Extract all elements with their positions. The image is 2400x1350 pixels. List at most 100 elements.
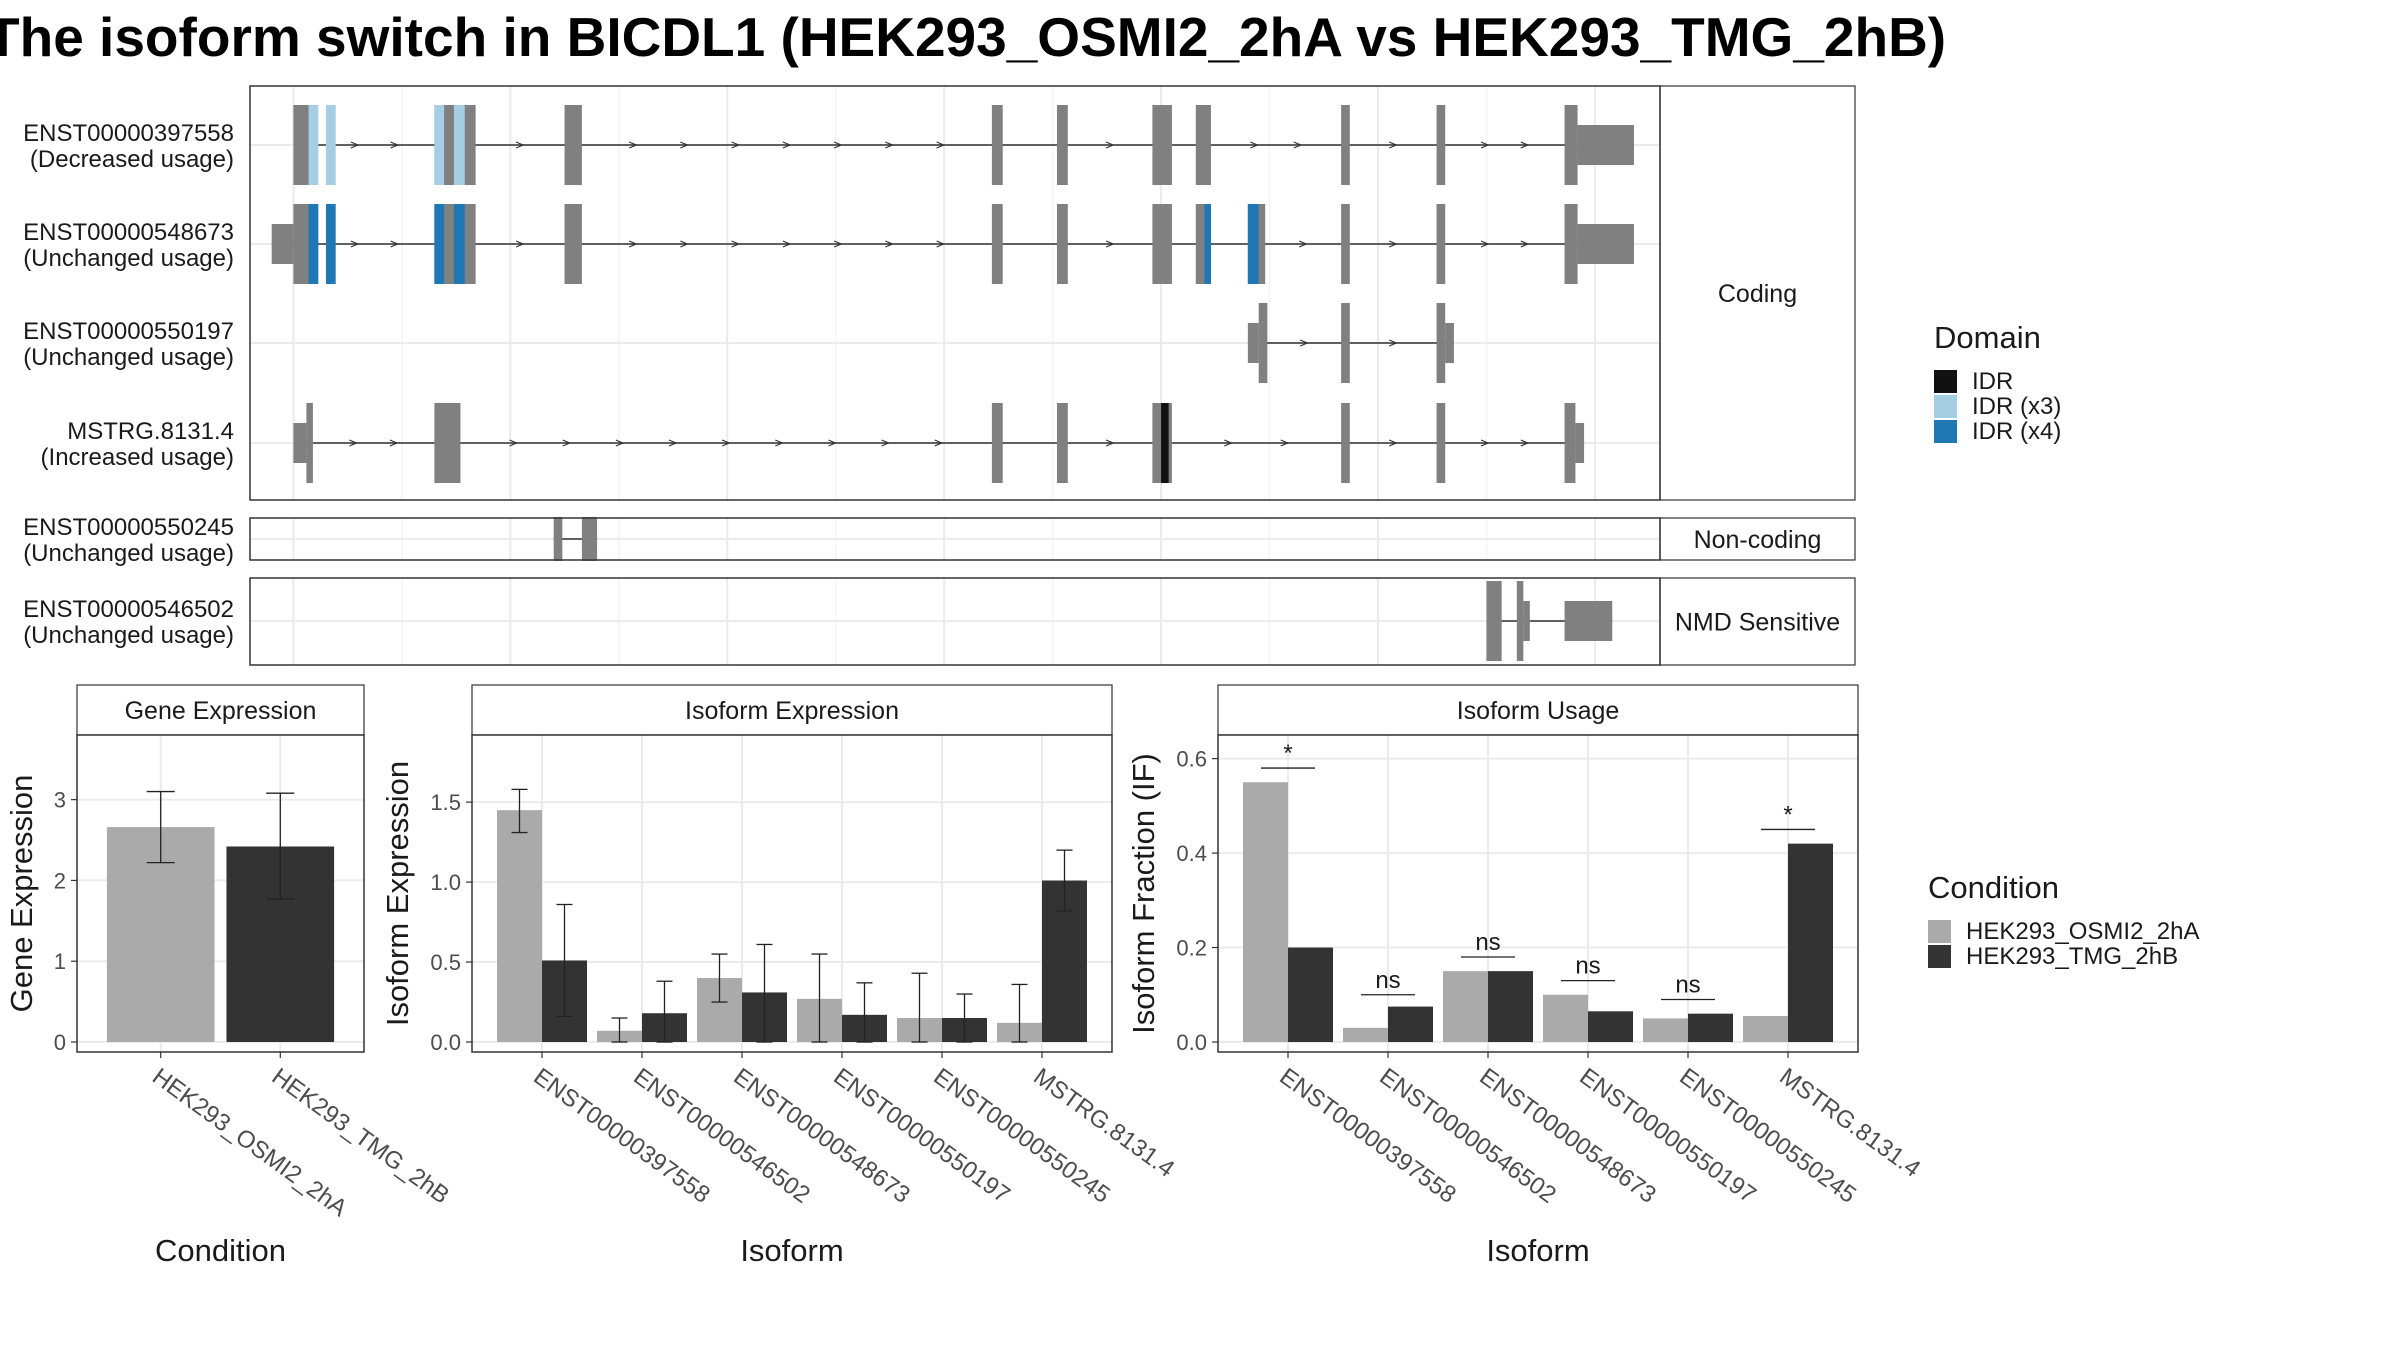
exon bbox=[1436, 105, 1446, 185]
transcript-usage: (Decreased usage) bbox=[30, 146, 234, 173]
significance-label: ns bbox=[1475, 929, 1500, 956]
intron-arrow bbox=[515, 240, 525, 248]
domain-idr-x4- bbox=[434, 204, 445, 284]
x-tick-label: ENST00000397558 bbox=[528, 1063, 714, 1209]
intron-arrow bbox=[350, 141, 360, 149]
significance-label: ns bbox=[1675, 971, 1700, 998]
y-tick-label: 1.0 bbox=[430, 870, 461, 895]
intron-arrow bbox=[1300, 339, 1309, 347]
transcript-usage: (Unchanged usage) bbox=[23, 540, 234, 567]
y-axis-label: Isoform Fraction (IF) bbox=[1126, 753, 1161, 1034]
transcript-ENST00000550197: ENST00000550197(Unchanged usage) bbox=[23, 303, 1454, 383]
legend-swatch bbox=[1928, 945, 1951, 968]
bar bbox=[1688, 1013, 1733, 1042]
intron-arrow bbox=[731, 141, 741, 149]
domain-idr-x4- bbox=[325, 204, 336, 284]
intron-arrow bbox=[934, 439, 944, 447]
intron-arrow bbox=[509, 439, 519, 447]
exon bbox=[1056, 105, 1068, 185]
intron-arrow bbox=[1250, 141, 1259, 149]
x-tick-label: ENST00000550245 bbox=[1674, 1063, 1860, 1209]
intron-arrow bbox=[731, 240, 741, 248]
exon bbox=[1577, 125, 1634, 165]
intron-arrow bbox=[782, 141, 792, 149]
bar bbox=[1343, 1027, 1388, 1042]
structure-panel-2: NMD Sensitive ENST00000546502(Unchanged u… bbox=[23, 577, 1856, 666]
chart-strip bbox=[76, 684, 365, 736]
domain-idr-x4- bbox=[1247, 204, 1259, 284]
transcript-ENST00000548673: ENST00000548673(Unchanged usage) bbox=[23, 204, 1634, 284]
x-tick-label: ENST00000546502 bbox=[1374, 1063, 1560, 1209]
domain-idr-x3- bbox=[453, 105, 465, 185]
exon bbox=[1445, 323, 1454, 363]
exon bbox=[553, 517, 563, 561]
exon bbox=[1564, 601, 1613, 641]
exon bbox=[991, 403, 1003, 483]
bar bbox=[1388, 1006, 1433, 1042]
exon bbox=[1486, 581, 1502, 661]
panel-strip-label: Non-coding bbox=[1694, 526, 1822, 554]
exon bbox=[1564, 403, 1576, 483]
intron-arrow bbox=[349, 439, 358, 447]
domain-idr-x4- bbox=[453, 204, 465, 284]
panel-border bbox=[249, 517, 1661, 561]
y-tick-label: 0.5 bbox=[430, 950, 461, 975]
exon bbox=[1564, 204, 1578, 284]
isoform-usage-chart: Isoform Usage 0.0 0.2 0.4 0.6 * ns ns ns ns * ENST0… bbox=[1126, 684, 1925, 1268]
intron-arrow bbox=[936, 240, 946, 248]
bar bbox=[1643, 1018, 1688, 1042]
intron-arrow bbox=[1520, 141, 1530, 149]
exon bbox=[564, 105, 582, 185]
intron-arrow bbox=[615, 439, 625, 447]
intron-arrow bbox=[350, 240, 360, 248]
exon bbox=[1577, 224, 1634, 264]
domain-idr-x4- bbox=[1204, 204, 1211, 284]
intron-arrow bbox=[833, 240, 843, 248]
transcript-name: ENST00000546502 bbox=[23, 596, 234, 623]
intron-arrow bbox=[1520, 240, 1530, 248]
transcript-name: ENST00000397558 bbox=[23, 120, 234, 147]
legend-title: Domain bbox=[1934, 320, 2041, 355]
exon bbox=[1056, 204, 1068, 284]
bar bbox=[1488, 971, 1533, 1042]
exon bbox=[1341, 204, 1350, 284]
intron-arrow bbox=[885, 141, 894, 149]
exon bbox=[1195, 105, 1211, 185]
intron-arrow bbox=[390, 240, 400, 248]
intron-arrow bbox=[680, 240, 689, 248]
transcript-name: ENST00000548673 bbox=[23, 219, 234, 246]
bar bbox=[1743, 1016, 1788, 1042]
intron-arrow bbox=[628, 240, 638, 248]
bar bbox=[497, 810, 542, 1042]
intron-arrow bbox=[1480, 141, 1490, 149]
exon bbox=[1152, 204, 1172, 284]
intron-arrow bbox=[1105, 439, 1115, 447]
intron-arrow bbox=[1105, 141, 1115, 149]
intron-arrow bbox=[1388, 439, 1398, 447]
intron-arrow bbox=[1298, 240, 1308, 248]
domain-idr-x3- bbox=[325, 105, 336, 185]
x-tick-label: ENST00000397558 bbox=[1274, 1063, 1460, 1209]
exon bbox=[1341, 403, 1350, 483]
intron-arrow bbox=[1293, 141, 1303, 149]
intron-arrow bbox=[721, 439, 731, 447]
exon bbox=[293, 423, 307, 463]
intron-arrow bbox=[1480, 240, 1490, 248]
intron-arrow bbox=[881, 439, 891, 447]
bar bbox=[1443, 971, 1488, 1042]
y-tick-label: 0.0 bbox=[430, 1030, 461, 1055]
legend-title: Condition bbox=[1928, 870, 2059, 905]
significance-label: ns bbox=[1375, 967, 1400, 994]
exon bbox=[1564, 105, 1578, 185]
domain-idr-x3- bbox=[434, 105, 445, 185]
exon bbox=[1436, 204, 1446, 284]
intron-arrow bbox=[775, 439, 784, 447]
chart-title: Isoform Expression bbox=[685, 697, 899, 725]
transcript-usage: (Unchanged usage) bbox=[23, 622, 234, 649]
chart-title: Isoform Usage bbox=[1457, 697, 1620, 725]
intron-arrow bbox=[1105, 240, 1115, 248]
intron-arrow bbox=[390, 141, 400, 149]
intron-arrow bbox=[782, 240, 792, 248]
